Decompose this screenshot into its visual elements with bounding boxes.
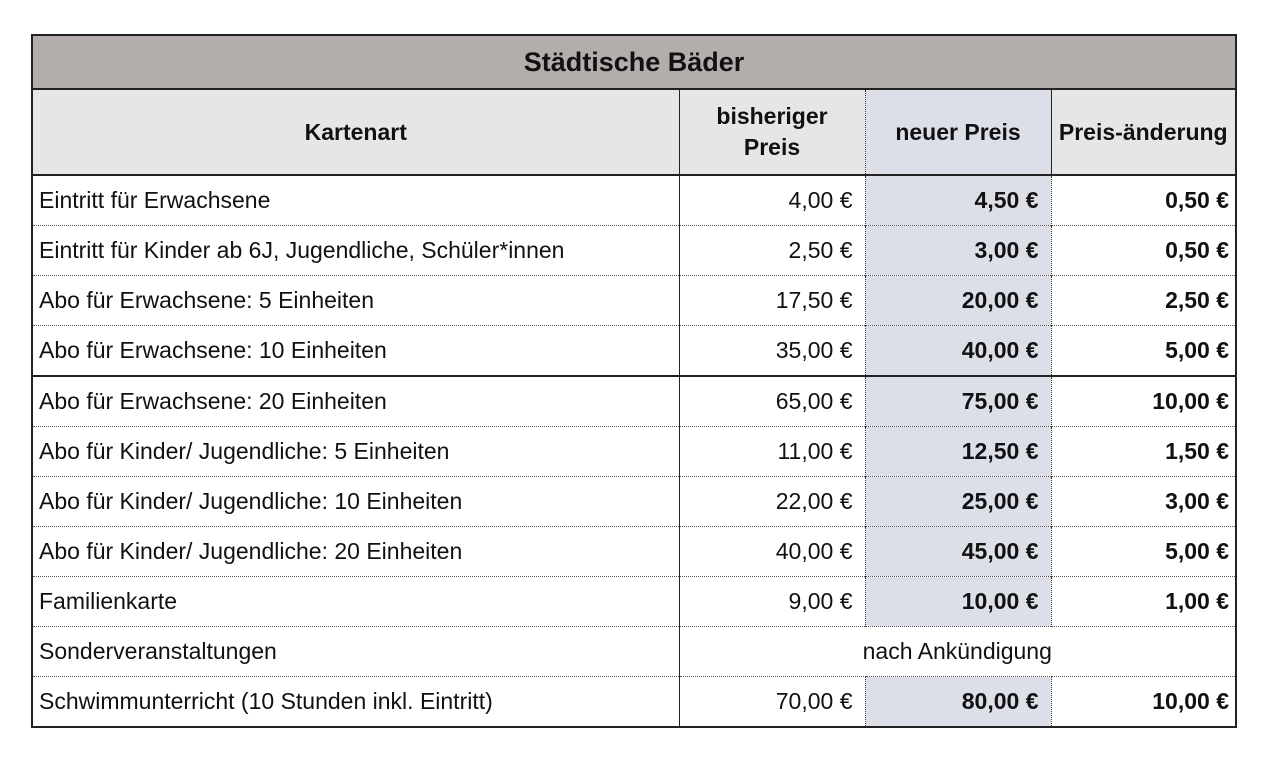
row-new-price: 25,00 € xyxy=(864,476,1052,527)
header-kartenart: Kartenart xyxy=(33,89,679,176)
row-name: Eintritt für Kinder ab 6J, Jugendliche, … xyxy=(33,225,679,276)
row-new-price: 75,00 € xyxy=(864,375,1052,427)
row-old-price: 35,00 € xyxy=(678,325,865,376)
row-price-change: 2,50 € xyxy=(1051,275,1236,326)
row-new-price: 3,00 € xyxy=(864,225,1052,276)
title-row: Städtische Bäder xyxy=(33,36,1236,90)
row-new-price: 80,00 € xyxy=(864,676,1052,726)
row-old-price: 11,00 € xyxy=(678,426,865,477)
row-old-price: 4,00 € xyxy=(678,175,865,226)
row-price-change: 10,00 € xyxy=(1051,375,1236,427)
table-row: Eintritt für Kinder ab 6J, Jugendliche, … xyxy=(33,225,1236,276)
table-row: Abo für Kinder/ Jugendliche: 10 Einheite… xyxy=(33,476,1236,527)
row-name: Abo für Erwachsene: 5 Einheiten xyxy=(33,275,679,326)
row-price-change: 3,00 € xyxy=(1051,476,1236,527)
table-row: Abo für Erwachsene: 10 Einheiten 35,00 €… xyxy=(33,325,1236,376)
row-new-price: 12,50 € xyxy=(864,426,1052,477)
row-name: Abo für Kinder/ Jugendliche: 10 Einheite… xyxy=(33,476,679,527)
header-neuer-preis: neuer Preis xyxy=(864,89,1052,176)
row-old-price: 17,50 € xyxy=(678,275,865,326)
table-row: Schwimmunterricht (10 Stunden inkl. Eint… xyxy=(33,676,1236,726)
header-preisaenderung: Preis-änderung xyxy=(1050,89,1236,176)
row-old-price: 22,00 € xyxy=(678,476,865,527)
row-note: nach Ankündigung xyxy=(678,626,1236,677)
row-new-price: 45,00 € xyxy=(864,526,1052,577)
row-name: Abo für Kinder/ Jugendliche: 20 Einheite… xyxy=(33,526,679,577)
row-name: Eintritt für Erwachsene xyxy=(39,187,271,213)
table-title: Städtische Bäder xyxy=(33,36,1236,90)
row-new-price: 40,00 € xyxy=(864,325,1052,376)
row-old-price: 70,00 € xyxy=(678,676,865,726)
header-row: Kartenart bisheriger Preis neuer Preis P… xyxy=(33,89,1236,176)
table-row: Familienkarte 9,00 € 10,00 € 1,00 € xyxy=(33,576,1236,627)
row-price-change: 1,50 € xyxy=(1051,426,1236,477)
row-old-price: 2,50 € xyxy=(678,225,865,276)
row-price-change: 5,00 € xyxy=(1051,325,1236,376)
table-row: Eintritt für Erwachsene 4,00 € 4,50 € 0,… xyxy=(33,175,1235,226)
row-old-price: 65,00 € xyxy=(678,375,865,427)
row-name: Sonderveranstaltungen xyxy=(33,626,679,677)
row-price-change: 5,00 € xyxy=(1051,526,1236,577)
table-row: Abo für Kinder/ Jugendliche: 20 Einheite… xyxy=(33,526,1236,577)
row-name: Abo für Erwachsene: 10 Einheiten xyxy=(33,325,679,376)
price-table: Städtische Bäder Kartenart bisheriger Pr… xyxy=(33,36,1236,726)
row-price-change: 1,00 € xyxy=(1051,576,1236,627)
row-price-change: 0,50 € xyxy=(1165,187,1230,213)
price-table-sheet: Städtische Bäder Kartenart bisheriger Pr… xyxy=(31,34,1237,728)
row-new-price: 4,50 € xyxy=(864,175,1052,226)
row-new-price: 10,00 € xyxy=(864,576,1052,627)
row-new-price: 20,00 € xyxy=(864,275,1052,326)
table-row: Abo für Erwachsene: 5 Einheiten 17,50 € … xyxy=(33,275,1236,326)
header-bisheriger-preis: bisheriger Preis xyxy=(678,89,865,176)
row-name: Familienkarte xyxy=(33,576,679,627)
row-name: Abo für Erwachsene: 20 Einheiten xyxy=(33,375,679,427)
table-row: Abo für Erwachsene: 20 Einheiten 65,00 €… xyxy=(33,375,1236,427)
table-row: Abo für Kinder/ Jugendliche: 5 Einheiten… xyxy=(33,426,1236,477)
row-old-price: 9,00 € xyxy=(678,576,865,627)
row-old-price: 40,00 € xyxy=(678,526,865,577)
row-name: Schwimmunterricht (10 Stunden inkl. Eint… xyxy=(33,676,679,726)
row-name: Abo für Kinder/ Jugendliche: 5 Einheiten xyxy=(33,426,679,477)
row-price-change: 0,50 € xyxy=(1051,225,1236,276)
table-row: Sonderveranstaltungen nach Ankündigung xyxy=(33,626,1236,677)
row-price-change: 10,00 € xyxy=(1051,676,1236,726)
